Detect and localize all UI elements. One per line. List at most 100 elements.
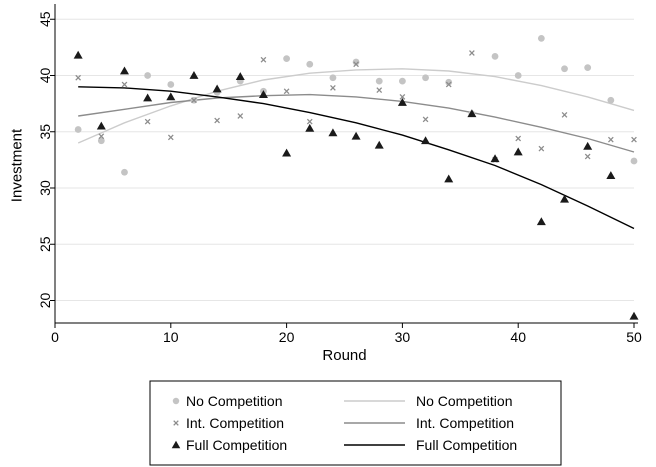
point-full-competition <box>606 171 616 179</box>
point-full-competition <box>328 128 338 137</box>
legend-label: Int. Competition <box>186 415 284 431</box>
legend-label: Full Competition <box>416 437 517 453</box>
point-no-competition <box>630 157 638 165</box>
fit-line-no-competition <box>77 68 635 144</box>
point-full-competition <box>73 50 83 59</box>
fit-lines <box>77 68 635 230</box>
point-int-competition <box>584 153 591 160</box>
x-tick-label: 40 <box>510 329 526 345</box>
x-tick-label: 30 <box>395 329 411 345</box>
point-no-competition <box>375 77 383 85</box>
point-no-competition <box>445 78 453 86</box>
x-axis-title: Round <box>322 347 366 364</box>
point-full-competition <box>374 140 384 149</box>
point-full-competition <box>96 121 106 130</box>
point-int-competition <box>260 56 267 63</box>
fit-line-full-competition <box>78 86 635 230</box>
point-no-competition <box>144 72 152 79</box>
point-full-competition <box>397 98 407 106</box>
legend-key-marker <box>173 420 179 426</box>
point-full-competition <box>467 109 477 118</box>
point-full-competition <box>282 148 292 157</box>
point-int-competition <box>214 117 220 124</box>
point-int-competition <box>191 97 197 104</box>
y-axis-title: Investment <box>9 128 26 202</box>
legend-key-marker <box>171 440 181 449</box>
point-int-competition <box>98 133 105 140</box>
point-full-competition <box>490 154 500 163</box>
point-int-competition <box>445 81 452 88</box>
point-full-competition <box>143 93 153 102</box>
point-no-competition <box>167 81 175 88</box>
y-tick-label: 35 <box>37 124 53 140</box>
point-no-competition <box>422 74 429 82</box>
point-no-competition <box>537 34 545 42</box>
point-full-competition <box>235 72 245 80</box>
point-no-competition <box>491 52 499 60</box>
point-int-competition <box>631 136 637 143</box>
legend-label: Int. Competition <box>416 415 514 431</box>
point-full-competition <box>444 174 454 183</box>
point-int-competition <box>237 113 244 119</box>
point-int-competition <box>306 118 313 125</box>
point-full-competition <box>583 141 593 150</box>
point-int-competition <box>515 135 522 142</box>
axes: 20 25 30 35 40 45 0 10 20 30 40 50 <box>37 4 642 345</box>
point-full-competition <box>560 194 570 203</box>
data-points <box>73 34 639 320</box>
point-int-competition <box>399 94 406 100</box>
point-no-competition <box>97 137 105 145</box>
point-no-competition <box>399 77 406 85</box>
point-no-competition <box>584 64 592 72</box>
point-full-competition <box>421 136 431 145</box>
x-tick-label: 0 <box>51 329 59 345</box>
point-int-competition <box>376 87 383 93</box>
legend-key-marker <box>172 397 180 405</box>
point-int-competition <box>353 61 359 68</box>
point-int-competition <box>75 74 82 81</box>
legend: No Competition No Competition Int. Competi… <box>149 380 562 466</box>
x-tick-label: 50 <box>626 329 642 345</box>
y-tick-label: 45 <box>37 11 53 27</box>
point-no-competition <box>607 96 615 104</box>
y-tick-label: 40 <box>37 68 53 84</box>
point-no-competition <box>74 126 82 133</box>
y-tick-label: 30 <box>37 180 53 196</box>
point-no-competition <box>306 60 314 68</box>
point-int-competition <box>538 145 545 152</box>
point-full-competition <box>513 147 523 156</box>
point-int-competition <box>283 88 290 95</box>
point-int-competition <box>607 136 614 143</box>
legend-label: Full Competition <box>186 437 287 453</box>
point-int-competition <box>469 50 475 56</box>
point-int-competition <box>167 134 174 141</box>
point-full-competition <box>119 66 129 75</box>
point-full-competition <box>351 131 361 140</box>
legend-label: No Competition <box>186 393 283 409</box>
x-tick-label: 10 <box>163 329 179 345</box>
point-int-competition <box>121 81 128 88</box>
fit-line-int-competition <box>78 93 635 153</box>
point-full-competition <box>189 71 199 79</box>
point-no-competition <box>514 72 522 79</box>
point-no-competition <box>561 65 568 73</box>
point-no-competition <box>352 58 360 66</box>
point-int-competition <box>144 118 151 125</box>
point-int-competition <box>422 116 429 123</box>
point-no-competition <box>329 74 337 82</box>
y-tick-label: 25 <box>37 236 53 252</box>
point-int-competition <box>330 85 336 91</box>
point-full-competition <box>536 217 546 226</box>
point-no-competition <box>283 55 290 63</box>
point-int-competition <box>561 112 568 118</box>
point-full-competition <box>212 84 222 93</box>
point-full-competition <box>305 123 315 132</box>
point-no-competition <box>121 168 128 176</box>
point-full-competition <box>258 90 268 98</box>
x-tick-label: 20 <box>279 329 295 345</box>
y-tick-label: 20 <box>37 293 53 309</box>
legend-label: No Competition <box>416 393 513 409</box>
point-full-competition <box>629 311 639 320</box>
point-full-competition <box>166 92 176 101</box>
